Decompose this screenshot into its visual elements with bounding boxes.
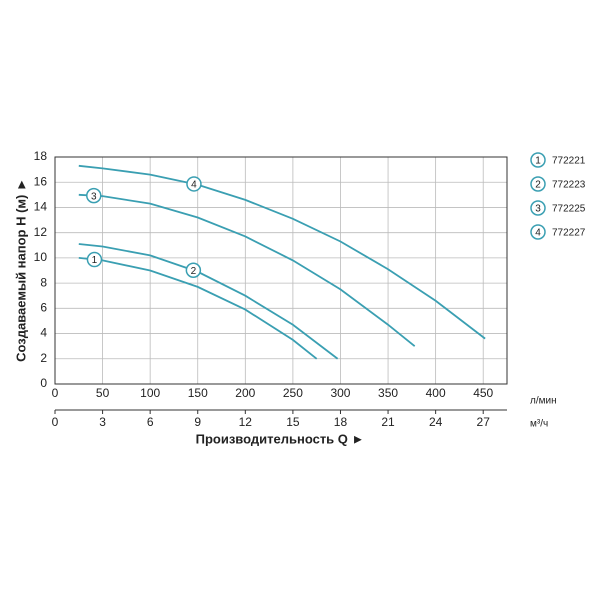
- y-tick-label: 8: [40, 275, 47, 289]
- x2-tick-label: 12: [239, 415, 253, 429]
- legend-label: 772223: [552, 180, 586, 191]
- curve-label-circle: [86, 187, 102, 204]
- x2-tick-label: 15: [286, 415, 300, 429]
- x2-tick-label: 0: [52, 415, 59, 429]
- x-tick-label: 150: [188, 386, 208, 400]
- y-tick-label: 2: [40, 351, 47, 365]
- y-tick-label: 12: [34, 225, 48, 239]
- x-unit: л/мин: [530, 396, 557, 407]
- legend-number-circle: [530, 224, 546, 240]
- y-tick-label: 14: [34, 200, 48, 214]
- legend-label: 772221: [552, 156, 586, 167]
- curve: [78, 193, 416, 347]
- x-tick-label: 250: [283, 386, 303, 400]
- x2-tick-label: 9: [194, 415, 201, 429]
- x2-tick-label: 18: [334, 415, 348, 429]
- x-tick-label: 200: [235, 386, 255, 400]
- legend-number: 1: [535, 156, 541, 167]
- plot-frame: [54, 156, 508, 385]
- legend-number: 2: [535, 180, 541, 191]
- curve: [78, 243, 339, 360]
- curve-label: 1: [92, 255, 98, 266]
- x-tick-label: 350: [378, 386, 398, 400]
- y-tick-label: 0: [40, 376, 47, 390]
- y-tick-label: 4: [40, 326, 47, 340]
- legend-number: 3: [535, 204, 541, 215]
- x2-tick-label: 24: [429, 415, 443, 429]
- legend-label: 772225: [552, 204, 586, 215]
- y-tick-label: 10: [34, 250, 48, 264]
- curve: [78, 164, 486, 340]
- curve-label: 2: [191, 266, 197, 277]
- x-tick-label: 400: [426, 386, 446, 400]
- x-tick-label: 450: [473, 386, 493, 400]
- x-tick-label: 300: [330, 386, 350, 400]
- legend-number: 4: [535, 228, 541, 239]
- legend-label: 772227: [552, 228, 586, 239]
- curve-label-circle: [186, 176, 202, 192]
- x2-tick-label: 27: [477, 415, 491, 429]
- curve: [78, 256, 318, 360]
- legend-number-circle: [530, 200, 546, 216]
- curve-label-circle: [185, 262, 202, 279]
- x-tick-label: 50: [96, 386, 110, 400]
- legend-number-circle: [530, 176, 546, 192]
- legend-number-circle: [530, 152, 546, 168]
- y-tick-label: 18: [34, 149, 48, 163]
- y-tick-label: 6: [40, 301, 47, 315]
- y-tick-label: 16: [34, 174, 48, 188]
- curve-label: 4: [191, 180, 197, 191]
- x2-unit: м³/ч: [530, 419, 548, 430]
- x2-tick-label: 3: [99, 415, 106, 429]
- y-axis-title: Создаваемый напор H (м) ►: [13, 178, 28, 362]
- x-axis-title: Производительность Q ►: [196, 431, 365, 446]
- curve-label-circle: [86, 251, 103, 268]
- x2-tick-label: 21: [381, 415, 395, 429]
- x2-tick-label: 6: [147, 415, 154, 429]
- x-tick-label: 100: [140, 386, 160, 400]
- curve-label: 3: [91, 191, 97, 202]
- x-tick-label: 0: [52, 386, 59, 400]
